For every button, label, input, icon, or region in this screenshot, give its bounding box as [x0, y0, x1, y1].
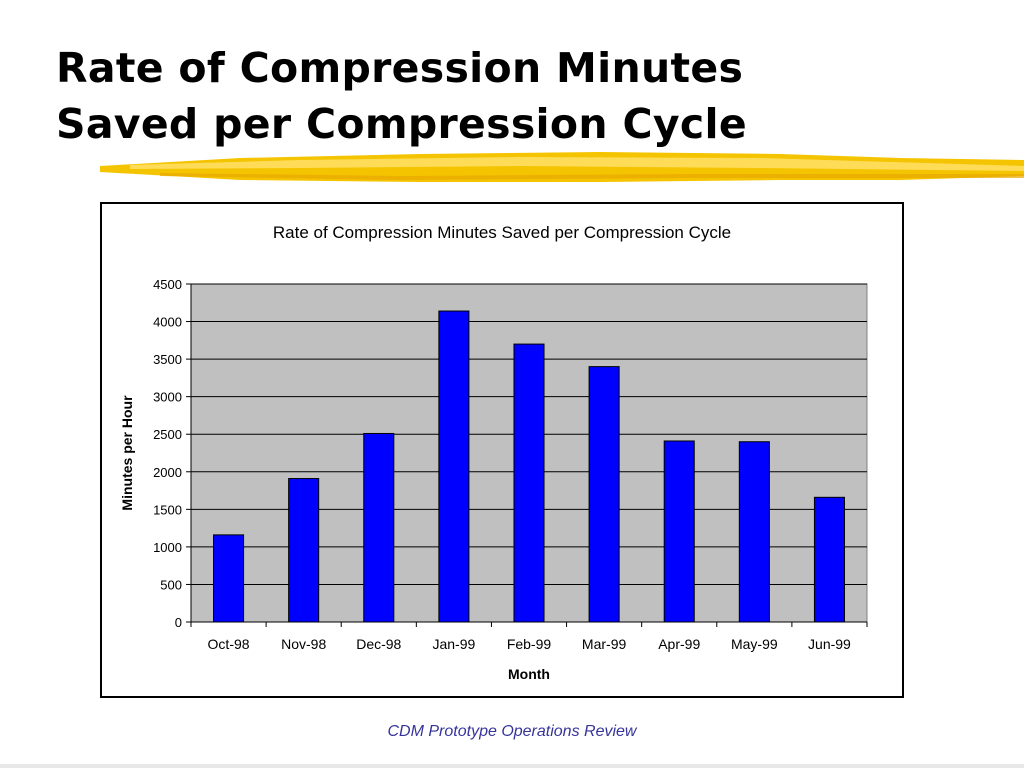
slide-footer: CDM Prototype Operations Review: [387, 723, 637, 740]
y-tick-label: 1000: [153, 540, 182, 555]
slide-title-line-1: Rate of Compression Minutes: [56, 44, 744, 92]
y-tick-label: 0: [175, 615, 182, 630]
y-axis-label: Minutes per Hour: [119, 395, 135, 511]
bar: [288, 478, 320, 623]
x-tick-label: May-99: [731, 636, 778, 652]
y-tick-label: 500: [160, 577, 182, 592]
y-tick-label: 4500: [153, 277, 182, 292]
x-tick-label: Jan-99: [432, 636, 475, 652]
bar: [738, 441, 770, 623]
y-tick-label: 2500: [153, 427, 182, 442]
slide-title-line-2: Saved per Compression Cycle: [56, 100, 747, 148]
y-tick-label: 3500: [153, 352, 182, 367]
bottom-rule: [0, 764, 1024, 768]
bar: [813, 496, 845, 623]
bar-chart: Rate of Compression Minutes Saved per Co…: [119, 223, 868, 682]
x-tick-label: Dec-98: [356, 636, 401, 652]
x-tick-label: Jun-99: [808, 636, 851, 652]
bar: [213, 534, 245, 623]
x-tick-label: Feb-99: [507, 636, 552, 652]
bar: [438, 310, 470, 623]
bar: [588, 366, 620, 623]
bar: [363, 432, 395, 623]
bar: [663, 440, 695, 623]
y-tick-label: 4000: [153, 315, 182, 330]
chart-title: Rate of Compression Minutes Saved per Co…: [273, 223, 731, 242]
y-tick-label: 1500: [153, 502, 182, 517]
x-axis-label: Month: [508, 666, 550, 682]
chart-frame: Rate of Compression Minutes Saved per Co…: [100, 202, 904, 698]
slide-title: Rate of Compression Minutes Saved per Co…: [56, 40, 956, 152]
bar: [513, 343, 545, 623]
x-tick-label: Apr-99: [658, 636, 700, 652]
y-tick-label: 3000: [153, 390, 182, 405]
y-tick-label: 2000: [153, 465, 182, 480]
x-tick-label: Oct-98: [208, 636, 250, 652]
x-tick-label: Nov-98: [281, 636, 326, 652]
highlighter-stroke: [100, 152, 1024, 182]
x-tick-label: Mar-99: [582, 636, 627, 652]
